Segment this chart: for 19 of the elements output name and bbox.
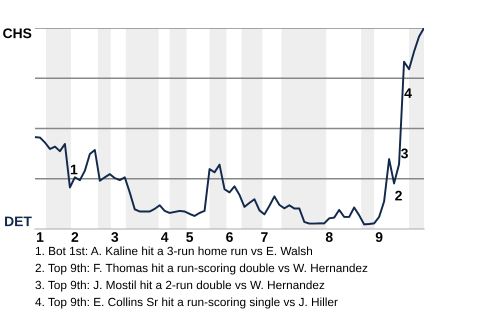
x-tick-label: 8	[326, 232, 333, 242]
annotation: 1	[70, 164, 78, 174]
text: 3. Top 9th: J. Mostil hit a 2-run double vs W. Hernandez	[35, 280, 324, 292]
x-tick-label: 1	[37, 232, 44, 242]
x-tick-label: 6	[226, 232, 233, 242]
x-tick-label: 7	[261, 232, 268, 242]
annotation: 2	[395, 190, 402, 200]
x-tick-label: 2	[72, 232, 78, 242]
text: 4. Top 9th: E. Collins Sr hit a run-scoring single vs J. Hiller	[35, 297, 338, 309]
x-tick-label: 3	[111, 232, 118, 242]
text: 1. Bot 1st: A. Kaline hit a 3-run home run vs E. Walsh	[36, 246, 312, 256]
text: CHS	[3, 28, 32, 38]
text: DET	[5, 216, 32, 226]
text: 2. Top 9th: F. Thomas hit a run-scoring double vs W. Hernandez	[36, 263, 368, 275]
x-tick-label: 4	[161, 232, 168, 242]
x-tick-label: 9	[376, 232, 382, 242]
annotation: 3	[401, 148, 408, 158]
annotation: 4	[404, 88, 412, 98]
x-tick-label: 5	[186, 232, 194, 242]
